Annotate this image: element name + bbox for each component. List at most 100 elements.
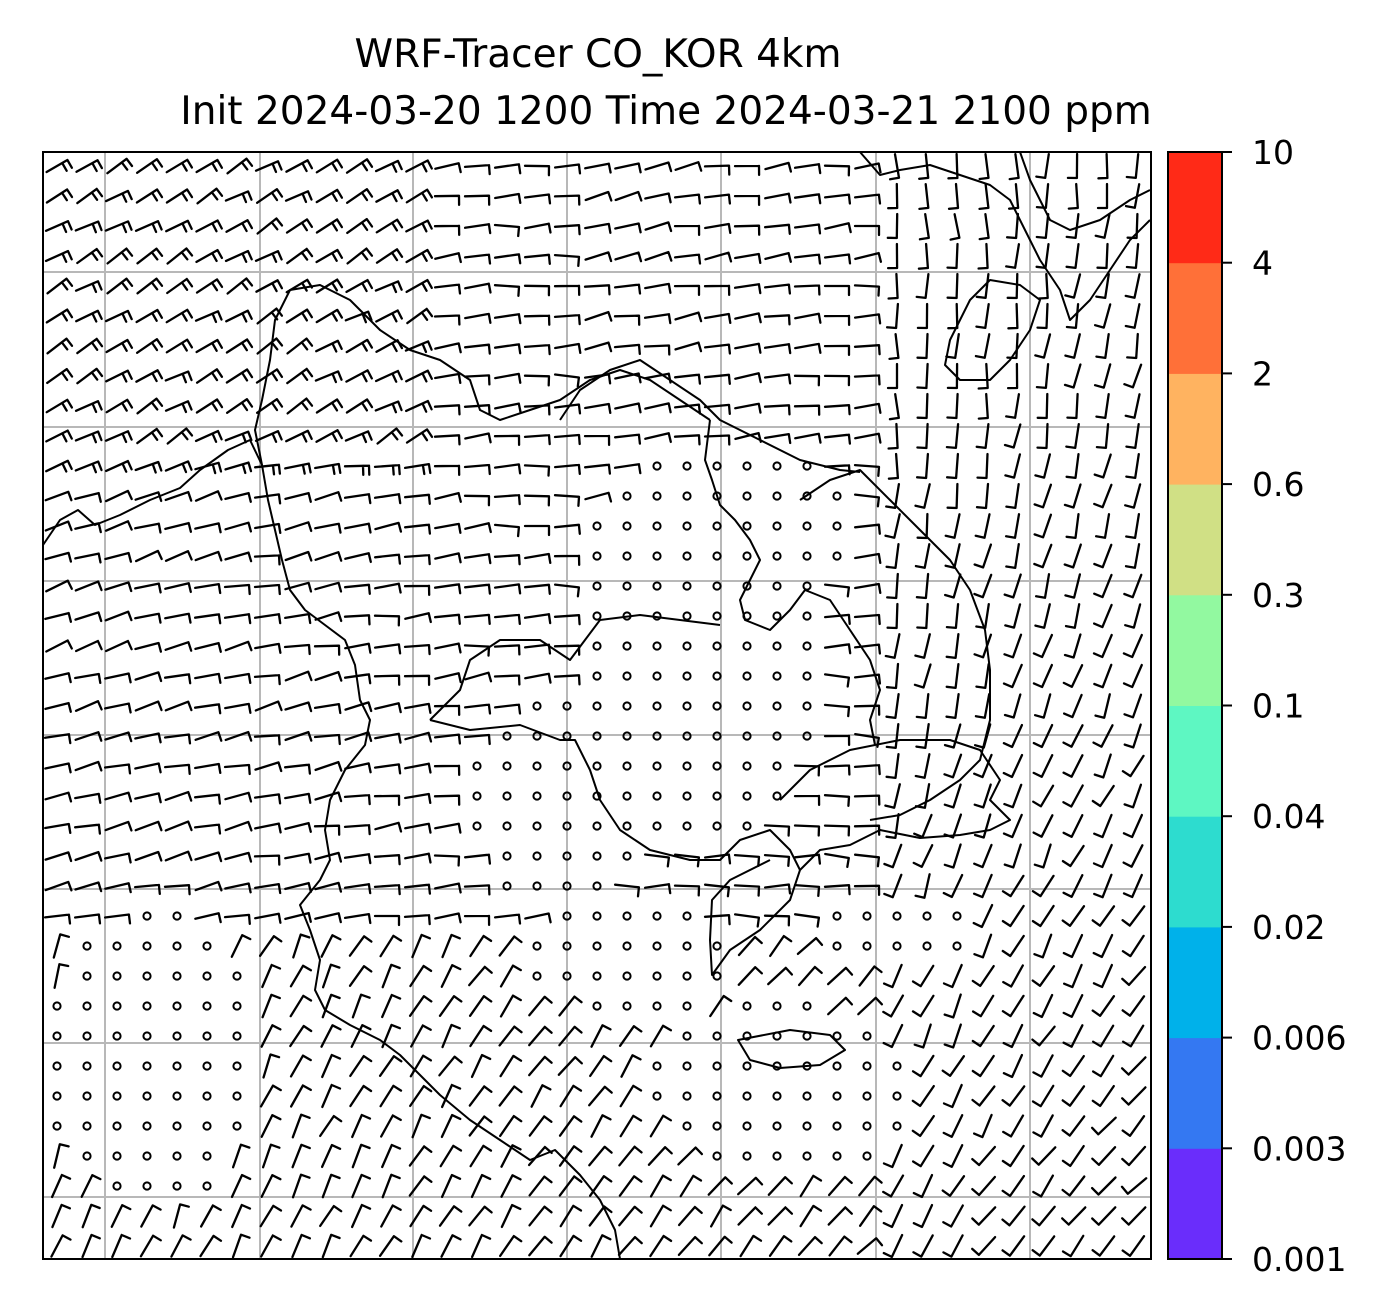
wind-barb xyxy=(1091,905,1116,927)
wind-barb xyxy=(614,372,642,384)
calm-marker xyxy=(832,941,842,951)
colorbar-tick-label: 0.6 xyxy=(1252,465,1304,504)
wind-barb xyxy=(74,580,103,592)
wind-barb xyxy=(164,460,193,474)
wind-barb xyxy=(53,963,70,989)
wind-barb xyxy=(524,222,552,234)
wind-barb xyxy=(344,310,373,324)
wind-barb xyxy=(135,369,164,383)
wind-barb xyxy=(1090,1116,1117,1136)
wind-barb xyxy=(737,966,763,986)
wind-barb xyxy=(375,339,404,353)
calm-marker xyxy=(592,581,602,591)
wind-barb xyxy=(254,882,282,895)
wind-barb xyxy=(1034,333,1052,359)
wind-barb xyxy=(943,723,962,749)
calm-marker xyxy=(682,551,692,561)
wind-barb xyxy=(1037,272,1049,300)
wind-barb xyxy=(887,272,899,300)
wind-barb xyxy=(225,219,254,233)
wind-barb xyxy=(374,521,403,533)
wind-barb xyxy=(1031,874,1055,898)
calm-marker xyxy=(652,731,662,741)
wind-barb xyxy=(1123,693,1143,719)
wind-barb xyxy=(254,642,282,654)
wind-barb xyxy=(74,731,103,742)
wind-barb xyxy=(315,398,344,414)
wind-barb xyxy=(733,224,761,236)
wind-barb xyxy=(104,731,133,743)
wind-barb xyxy=(223,583,251,596)
wind-barb xyxy=(584,162,612,174)
wind-barb xyxy=(1123,363,1143,389)
calm-marker xyxy=(742,821,752,831)
wind-barb xyxy=(194,762,222,775)
wind-barb xyxy=(379,934,403,958)
wind-barb xyxy=(553,224,581,236)
calm-marker xyxy=(892,1061,902,1071)
title-line-1: WRF-Tracer CO_KOR 4km xyxy=(355,32,842,77)
wind-barb xyxy=(911,964,935,988)
wind-barb xyxy=(1093,483,1113,509)
wind-barb xyxy=(375,189,403,203)
wind-barb xyxy=(763,883,792,895)
wind-barb xyxy=(1031,965,1056,987)
wind-barb xyxy=(793,824,821,837)
wind-barb xyxy=(1065,512,1080,540)
wind-barb xyxy=(499,994,522,1018)
wind-barb xyxy=(913,1023,932,1049)
wind-barb xyxy=(493,703,522,715)
wind-barb xyxy=(673,193,702,205)
calm-marker xyxy=(892,1121,902,1131)
wind-barb xyxy=(463,163,491,176)
wind-barb xyxy=(619,1084,643,1108)
wind-barb xyxy=(284,821,312,833)
wind-barb xyxy=(498,935,523,957)
wind-barb xyxy=(1001,874,1025,898)
wind-barb xyxy=(291,1143,311,1169)
wind-barb xyxy=(440,1234,462,1258)
wind-barb xyxy=(584,310,613,322)
calm-marker xyxy=(82,1031,92,1041)
wind-barb xyxy=(823,764,851,776)
wind-barb xyxy=(111,1233,132,1259)
wind-barb xyxy=(194,851,223,863)
calm-marker xyxy=(532,881,542,891)
wind-barb xyxy=(946,392,959,420)
wind-barb xyxy=(434,522,462,534)
calm-marker xyxy=(832,1151,842,1161)
wind-barb xyxy=(373,643,402,655)
wind-barb xyxy=(258,935,283,957)
calm-marker xyxy=(772,581,782,591)
wind-barb xyxy=(224,190,253,204)
calm-marker xyxy=(562,971,572,981)
calm-marker xyxy=(622,641,632,651)
wind-barb xyxy=(973,573,993,599)
wind-barb xyxy=(673,253,702,265)
wind-barb xyxy=(76,247,104,265)
wind-barb xyxy=(434,252,462,264)
wind-barb xyxy=(973,933,993,959)
wind-barb xyxy=(975,482,990,510)
wind-barb xyxy=(978,212,990,241)
wind-barb xyxy=(823,374,851,387)
wind-barb xyxy=(494,372,522,384)
wind-barb xyxy=(613,283,642,295)
calm-marker xyxy=(562,821,572,831)
wind-barb xyxy=(45,579,73,593)
wind-barb xyxy=(523,314,551,326)
wind-barb xyxy=(918,152,930,180)
wind-barb xyxy=(1063,543,1082,569)
wind-barb xyxy=(493,613,521,626)
wind-barb xyxy=(319,1204,343,1228)
wind-barb xyxy=(644,250,673,262)
calm-marker xyxy=(652,701,662,711)
wind-barb xyxy=(468,1085,493,1107)
calm-marker xyxy=(772,1031,782,1041)
wind-barb xyxy=(977,392,989,420)
calm-marker xyxy=(682,1031,692,1041)
wind-barb xyxy=(343,673,372,685)
wind-barb xyxy=(194,522,222,534)
wind-barb xyxy=(733,913,761,928)
